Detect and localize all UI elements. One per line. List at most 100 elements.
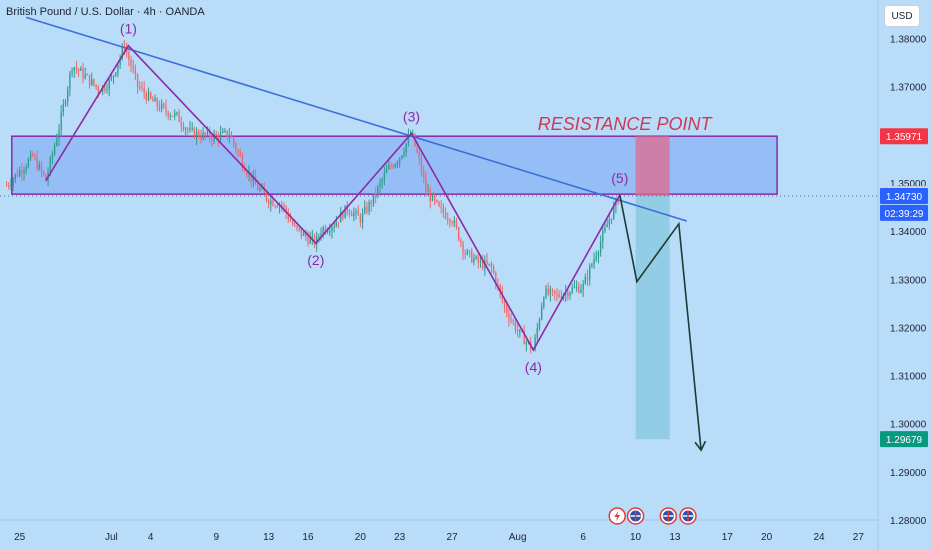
candle	[534, 333, 536, 352]
candle-body	[283, 205, 285, 207]
candle	[586, 269, 589, 287]
candle	[182, 121, 185, 132]
candle-body	[503, 300, 506, 307]
candle-body	[396, 162, 399, 165]
candle	[366, 202, 368, 215]
flash-event-icon[interactable]	[608, 507, 626, 525]
candle-body	[222, 131, 224, 133]
candle	[580, 284, 582, 294]
candle	[171, 115, 174, 117]
candle	[25, 163, 27, 175]
candle	[125, 42, 128, 58]
time-tick-label: 9	[213, 532, 219, 543]
candle-body	[589, 266, 591, 280]
candle	[440, 200, 442, 214]
candle	[134, 64, 137, 81]
candle-body	[75, 67, 78, 70]
candle-body	[263, 187, 265, 194]
candle	[431, 192, 434, 202]
candle-body	[51, 154, 54, 159]
candle-body	[73, 67, 75, 71]
candle-body	[613, 206, 615, 219]
flag-event-icon[interactable]	[679, 507, 697, 525]
candle	[449, 218, 451, 228]
candle	[145, 90, 148, 104]
candle	[154, 94, 156, 102]
candle-body	[267, 200, 270, 205]
candle-body	[429, 191, 431, 201]
candle	[167, 110, 169, 121]
candle-body	[549, 289, 552, 295]
candle	[403, 147, 405, 159]
candle	[348, 208, 351, 218]
candle-body	[540, 307, 543, 320]
candle	[27, 157, 30, 169]
candle	[374, 187, 377, 204]
candle	[239, 148, 241, 157]
candle-body	[477, 256, 479, 263]
candle-body	[184, 128, 187, 130]
candle-body	[340, 212, 342, 223]
candle-body	[381, 179, 383, 183]
candle-body	[326, 231, 329, 233]
candle-body	[143, 87, 145, 94]
candle-body	[202, 132, 204, 139]
candle	[180, 116, 182, 133]
candle-body	[5, 185, 8, 187]
candle	[195, 127, 198, 146]
candle-body	[586, 276, 589, 280]
candle-body	[444, 212, 447, 219]
candle	[169, 112, 172, 121]
candle	[350, 210, 353, 217]
candle-body	[497, 284, 499, 286]
candle	[381, 177, 383, 189]
candle	[475, 255, 477, 260]
candle-body	[130, 59, 132, 67]
candle-body	[115, 72, 117, 76]
candle	[112, 74, 115, 84]
target-box	[635, 195, 670, 440]
currency-button[interactable]: USD	[884, 5, 920, 27]
candle	[241, 152, 244, 172]
candle-body	[150, 92, 152, 99]
candle-body	[584, 276, 587, 284]
flag-event-icon[interactable]	[626, 507, 645, 525]
candle-body	[359, 215, 362, 223]
candle-body	[270, 200, 272, 205]
candle-body	[302, 232, 305, 236]
candle	[139, 81, 141, 91]
price-label-bg	[880, 187, 928, 204]
candle-body	[331, 227, 333, 232]
resistance-label: RESISTANCE POINT	[538, 114, 714, 134]
price-label-text: 1.29679	[886, 435, 923, 446]
candle-body	[580, 289, 582, 293]
candle-body	[62, 104, 65, 113]
candle-body	[506, 306, 508, 314]
flag-event-icon[interactable]	[659, 507, 678, 525]
candle-body	[91, 79, 93, 85]
candle-body	[230, 135, 233, 138]
candle	[75, 60, 78, 74]
candle-body	[403, 152, 405, 156]
price-tick-label: 1.34000	[890, 227, 927, 238]
candle-body	[32, 153, 34, 156]
candle	[189, 121, 191, 133]
time-tick-label: 27	[853, 532, 865, 543]
candle	[60, 105, 62, 137]
price-tick-label: 1.30000	[890, 420, 927, 431]
candle	[178, 109, 180, 123]
candle	[429, 186, 431, 209]
candle-body	[335, 222, 338, 227]
candle-body	[499, 284, 501, 292]
time-axis: 25 Jul 4 9 13 16 20 23 27 Aug 6 10 13 17 20 24 27	[14, 532, 864, 543]
candle-body	[128, 52, 130, 60]
candle-body	[215, 133, 217, 136]
candle	[471, 247, 473, 264]
candle	[77, 68, 80, 77]
candle-body	[318, 236, 320, 238]
candle-body	[156, 98, 158, 107]
candle	[40, 161, 43, 178]
candle-body	[250, 172, 252, 182]
candle-body	[252, 176, 255, 182]
